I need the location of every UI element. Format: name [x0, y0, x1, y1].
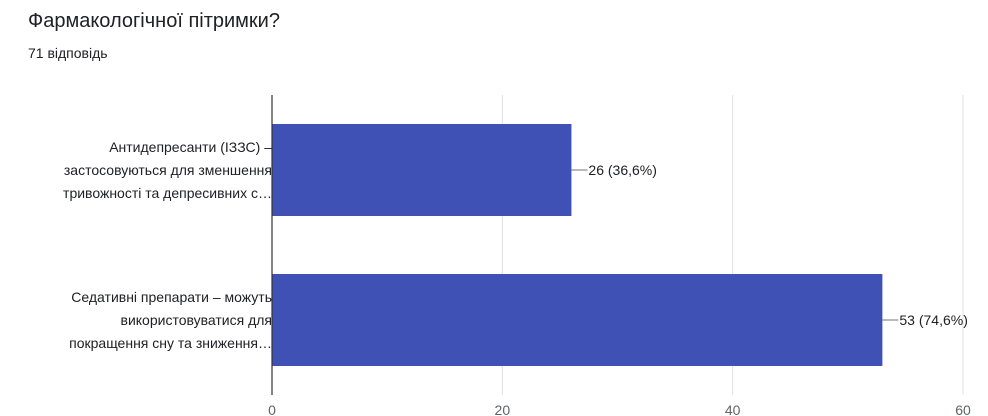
category-label: Седативні препарати – можуть використовув…	[2, 286, 272, 355]
category-label: Антидепресанти (ІЗЗС) – застосовуються дл…	[2, 136, 272, 205]
x-tick-label: 20	[495, 402, 511, 416]
x-tick-label: 0	[268, 402, 276, 416]
x-tick-label: 40	[725, 402, 741, 416]
x-tick-label: 60	[955, 402, 971, 416]
data-label: 53 (74,6%)	[899, 312, 967, 328]
bar	[272, 274, 883, 366]
category-label-line: покращення сну та зниження…	[69, 334, 272, 351]
category-label-line: тривожності та депресивних с…	[63, 184, 272, 201]
category-label-line: використовуватися для	[120, 311, 272, 328]
response-count: 71 відповідь	[28, 45, 108, 61]
category-label-line: застосовуються для зменшення	[63, 161, 272, 178]
category-label-line: Антидепресанти (ІЗЗС) –	[109, 138, 272, 155]
question-title: Фармакологічної пітримки?	[28, 10, 280, 32]
bar	[272, 124, 572, 216]
data-label: 26 (36,6%)	[588, 162, 656, 178]
category-label-line: Седативні препарати – можуть	[71, 288, 272, 305]
